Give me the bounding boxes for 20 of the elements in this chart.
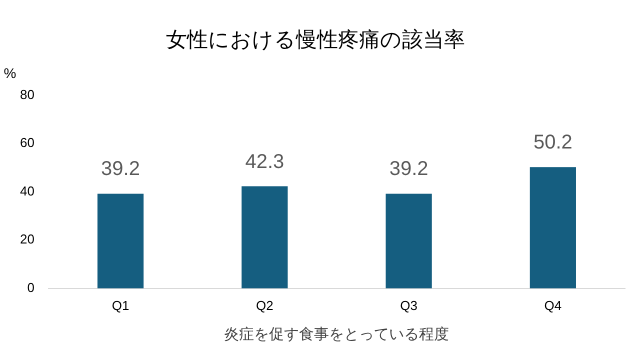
y-tick-label: 0	[27, 280, 34, 295]
bar	[530, 167, 576, 288]
data-label: 39.2	[101, 158, 140, 180]
data-label: 39.2	[389, 158, 428, 180]
y-tick-label: 80	[20, 86, 34, 102]
x-tick-label: Q4	[544, 298, 562, 313]
x-axis-title: 炎症を促す食事をとっている程度	[224, 326, 450, 344]
bar	[97, 194, 144, 288]
y-tick-label: 60	[20, 135, 34, 150]
y-tick-label: 40	[20, 183, 34, 198]
x-tick-label: Q1	[112, 298, 130, 313]
x-tick-label: Q2	[256, 298, 274, 313]
data-label: 50.2	[533, 132, 572, 154]
y-axis-title: %	[4, 65, 16, 82]
bar	[386, 194, 432, 288]
chart-title: 女性における慢性疼痛の該当率	[166, 28, 465, 52]
y-tick-label: 20	[20, 232, 34, 247]
data-label: 42.3	[245, 150, 284, 173]
x-tick-label: Q3	[400, 298, 418, 313]
bar	[242, 186, 288, 288]
